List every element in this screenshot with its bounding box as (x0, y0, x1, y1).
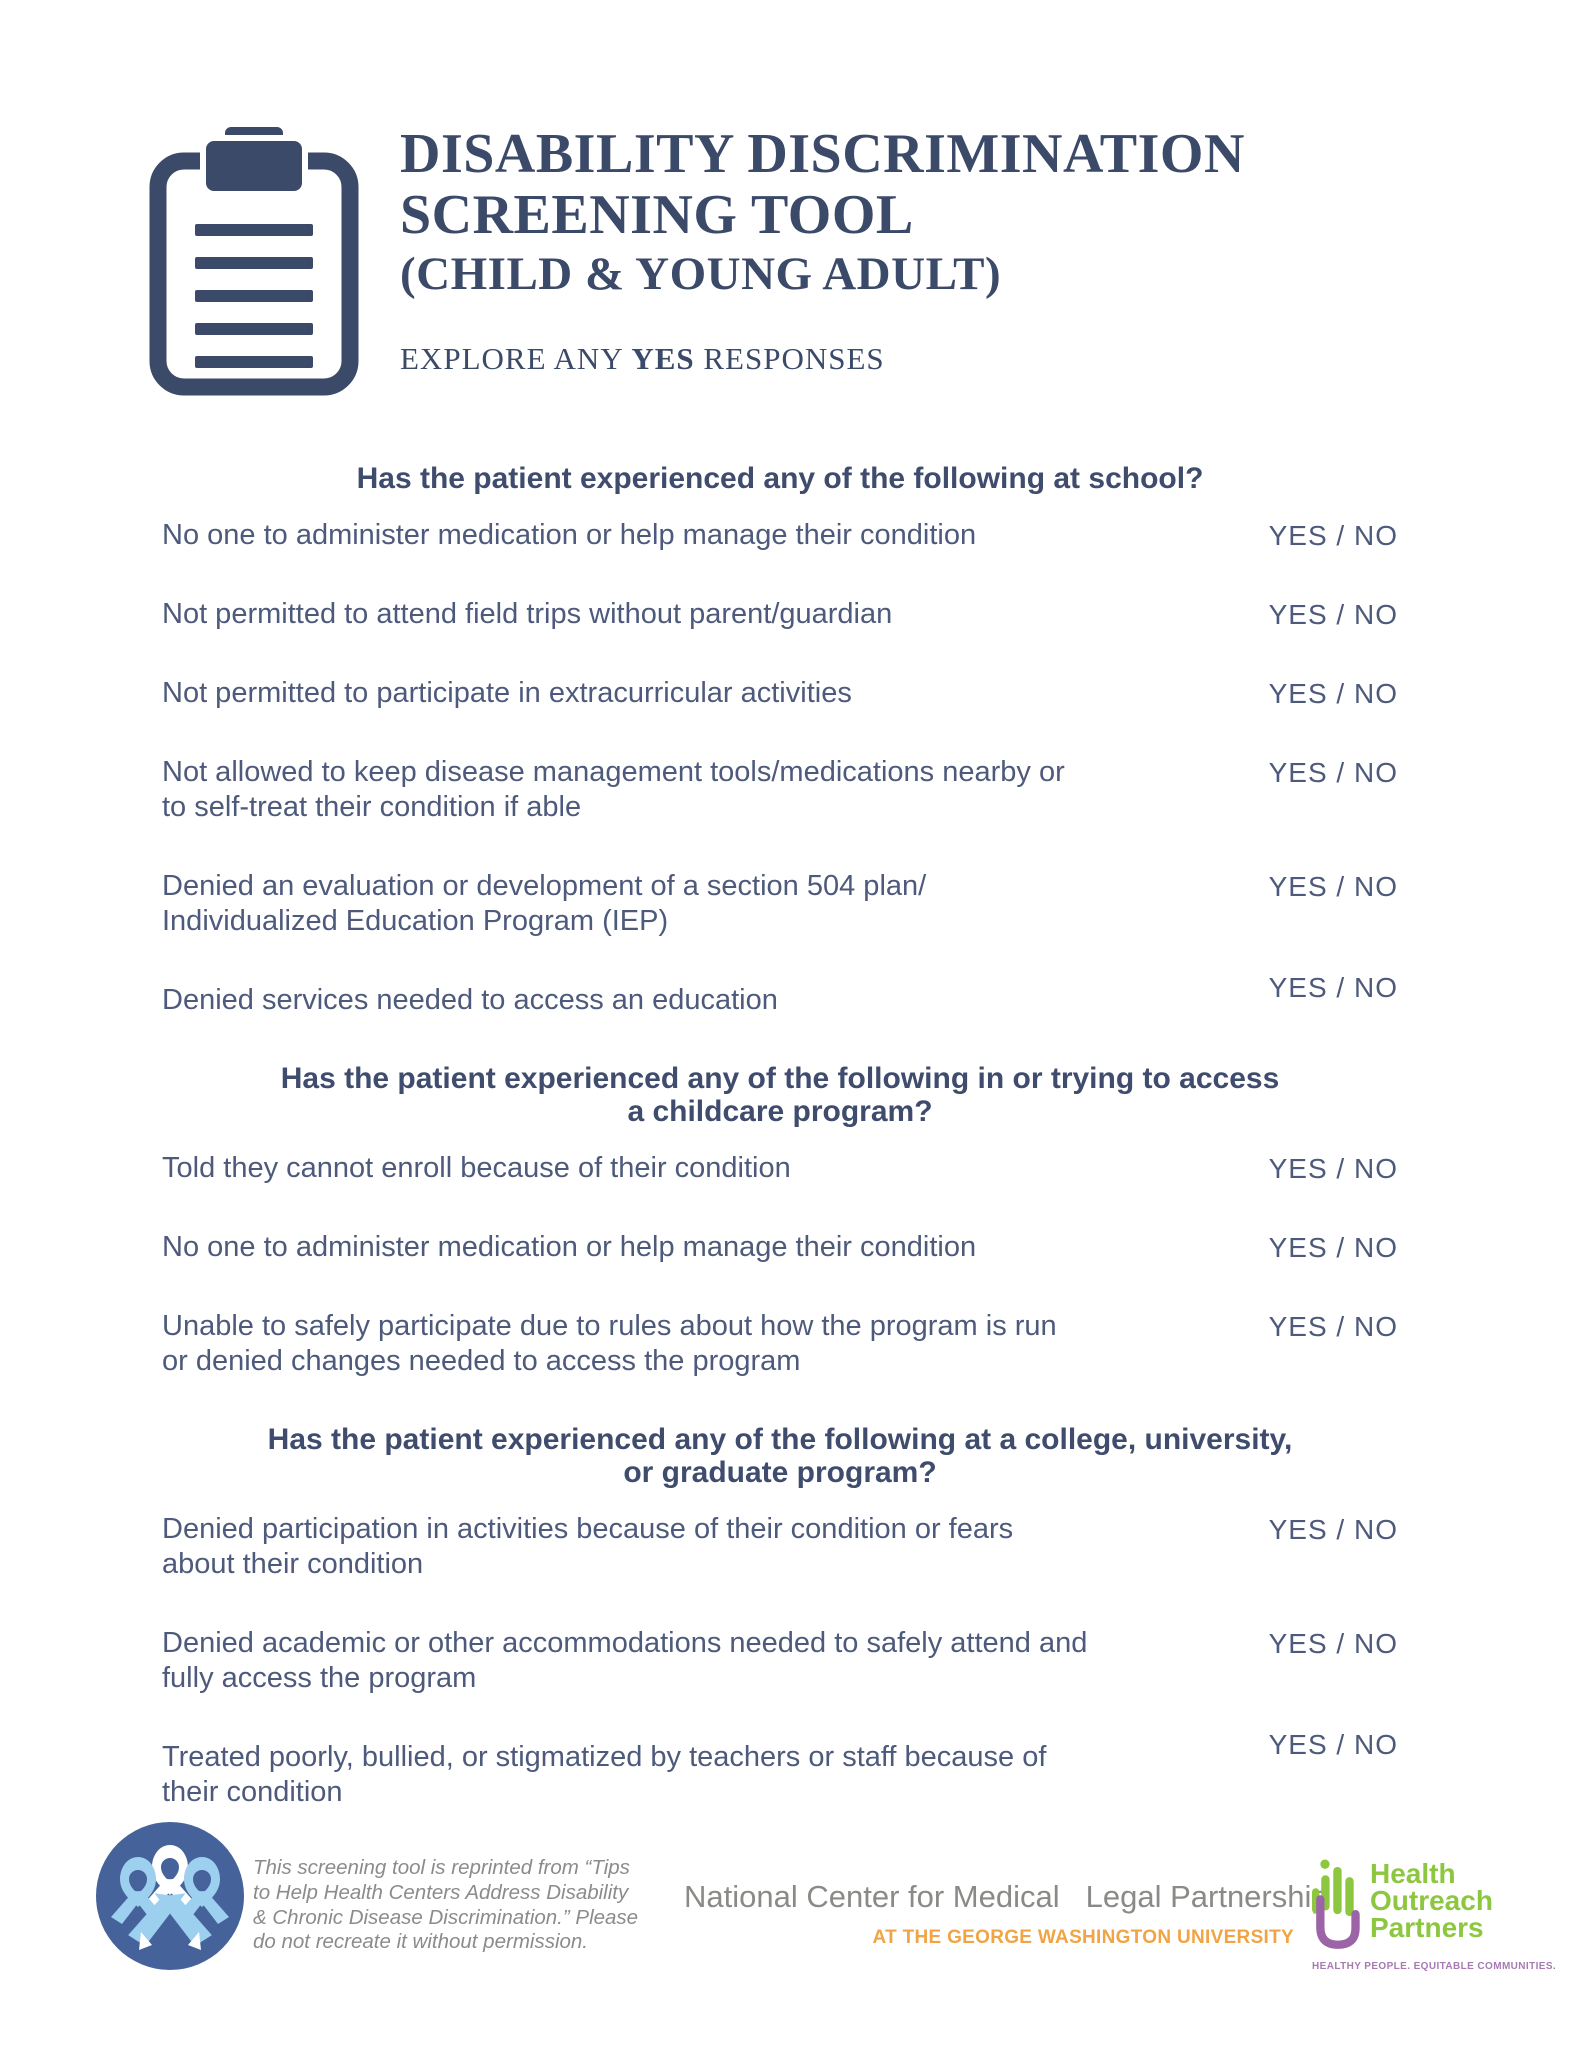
question-text: No one to administer medication or help … (162, 1231, 977, 1263)
page-title-line3: (CHILD & YOUNG ADULT) (400, 248, 1002, 300)
question-text: Denied participation in activities becau… (162, 1513, 1014, 1580)
yes-no-answer[interactable]: YES / NO (1268, 1232, 1398, 1263)
question-text: Denied an evaluation or development of a… (162, 870, 927, 937)
subtitle-yes: YES (631, 341, 695, 376)
question-row: Unable to safely participate due to rule… (162, 1309, 1398, 1379)
question-text: Denied services needed to access an educ… (162, 984, 778, 1016)
question-text: Unable to safely participate due to rule… (162, 1310, 1057, 1377)
yes-no-answer[interactable]: YES / NO (1268, 1514, 1398, 1545)
yes-no-answer[interactable]: YES / NO (1268, 871, 1398, 902)
question-text: Not allowed to keep disease management t… (162, 756, 1065, 823)
question-text: Treated poorly, bullied, or stigmatized … (162, 1741, 1047, 1808)
hop-text-line3: Partners (1370, 1912, 1484, 1943)
question-row: No one to administer medication or help … (162, 1230, 1398, 1265)
reprint-note: This screening tool is reprinted from “T… (253, 1856, 639, 1954)
awareness-ribbons-logo (96, 1822, 244, 1970)
question-text: No one to administer medication or help … (162, 519, 977, 551)
yes-no-answer[interactable]: YES / NO (1268, 757, 1398, 788)
yes-no-answer[interactable]: YES / NO (1268, 599, 1398, 630)
question-text: Not permitted to attend field trips with… (162, 598, 893, 630)
ncmlp-text-right: Legal Partnership (1085, 1879, 1329, 1914)
section-heading: Has the patient experienced any of the f… (356, 462, 1204, 495)
yes-no-answer[interactable]: YES / NO (1268, 520, 1398, 551)
ncmlp-university-tagline: AT THE GEORGE WASHINGTON UNIVERSITY (872, 1927, 1294, 1948)
question-row: Told they cannot enroll because of their… (162, 1151, 1398, 1186)
sections: Has the patient experienced any of the f… (162, 462, 1398, 1854)
question-row: Not permitted to attend field trips with… (162, 597, 1398, 632)
yes-no-answer[interactable]: YES / NO (1268, 1153, 1398, 1184)
ncmlp-logo: National Center for Medical Legal Partne… (684, 1872, 1329, 1949)
question-text: Not permitted to participate in extracur… (162, 677, 852, 709)
question-row: Denied academic or other accommodations … (162, 1626, 1398, 1696)
hop-hand-icon (1312, 1859, 1360, 1949)
yes-no-answer[interactable]: YES / NO (1268, 678, 1398, 709)
title-block: DISABILITY DISCRIMINATION SCREENING TOOL… (400, 124, 1245, 377)
clipboard-icon (149, 121, 359, 396)
question-row: Denied an evaluation or development of a… (162, 869, 1398, 939)
question-text: Told they cannot enroll because of their… (162, 1152, 791, 1184)
question-row: Not allowed to keep disease management t… (162, 755, 1398, 825)
ncmlp-text-left: National Center for Medical (684, 1879, 1060, 1914)
yes-no-answer[interactable]: YES / NO (1268, 972, 1398, 1003)
section-heading: Has the patient experienced any of the f… (267, 1423, 1293, 1489)
question-text: Denied academic or other accommodations … (162, 1627, 1088, 1694)
hop-logo: Health Outreach Partners HEALTHY PEOPLE.… (1312, 1854, 1557, 1972)
subtitle-prefix: EXPLORE ANY (400, 341, 632, 376)
subtitle: EXPLORE ANY YES RESPONSES (400, 341, 1245, 377)
hop-tagline: HEALTHY PEOPLE. EQUITABLE COMMUNITIES. (1312, 1961, 1557, 1972)
yes-no-answer[interactable]: YES / NO (1268, 1311, 1398, 1342)
question-row: Not permitted to participate in extracur… (162, 676, 1398, 711)
section-heading: Has the patient experienced any of the f… (280, 1062, 1280, 1128)
page-title-line1: DISABILITY DISCRIMINATION (400, 123, 1245, 185)
yes-no-answer[interactable]: YES / NO (1268, 1729, 1398, 1760)
page-title-line2: SCREENING TOOL (400, 184, 914, 246)
question-row: Treated poorly, bullied, or stigmatized … (162, 1729, 1398, 1810)
subtitle-suffix: RESPONSES (694, 341, 885, 376)
yes-no-answer[interactable]: YES / NO (1268, 1628, 1398, 1659)
hop-text-line1: Health (1370, 1858, 1456, 1889)
question-row: Denied services needed to access an educ… (162, 972, 1398, 1018)
question-row: No one to administer medication or help … (162, 518, 1398, 553)
question-row: Denied participation in activities becau… (162, 1512, 1398, 1582)
hop-text-line2: Outreach (1370, 1885, 1493, 1916)
